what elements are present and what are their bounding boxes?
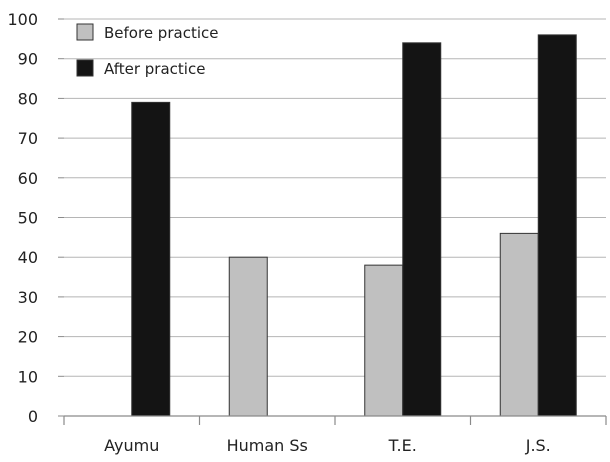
bars <box>131 34 577 417</box>
x-tick-label: J.S. <box>525 436 551 455</box>
y-axis-ticks: 0 10 20 30 40 50 60 70 80 90 100 <box>7 10 38 426</box>
y-tick-label: 30 <box>18 288 38 307</box>
x-tick-label: Ayumu <box>104 436 159 455</box>
legend-label: Before practice <box>104 24 218 42</box>
y-tick-label: 20 <box>18 328 38 347</box>
y-tick-label: 80 <box>18 89 38 108</box>
legend: Before practice After practice <box>76 23 218 78</box>
y-tick-label: 0 <box>28 407 38 426</box>
y-tick-label: 70 <box>18 129 38 148</box>
y-tick-label: 50 <box>18 209 38 228</box>
legend-label: After practice <box>104 60 205 78</box>
bar-before-practice <box>499 232 539 417</box>
legend-swatch <box>76 59 94 77</box>
y-tick-label: 60 <box>18 169 38 188</box>
bar-before-practice <box>364 264 404 417</box>
bar-after-practice <box>402 42 442 417</box>
bar-after-practice <box>131 101 171 417</box>
bar-before-practice <box>228 256 268 417</box>
x-tick-label: Human Ss <box>227 436 308 455</box>
x-axis <box>58 18 607 425</box>
y-tick-label: 90 <box>18 50 38 69</box>
x-tick-label: T.E. <box>388 436 417 455</box>
legend-swatch <box>76 23 94 41</box>
x-axis-ticks: Ayumu Human Ss T.E. J.S. <box>104 436 551 455</box>
bar-after-practice <box>537 34 577 417</box>
y-tick-label: 10 <box>18 367 38 386</box>
y-tick-label: 100 <box>7 10 38 29</box>
y-tick-label: 40 <box>18 248 38 267</box>
